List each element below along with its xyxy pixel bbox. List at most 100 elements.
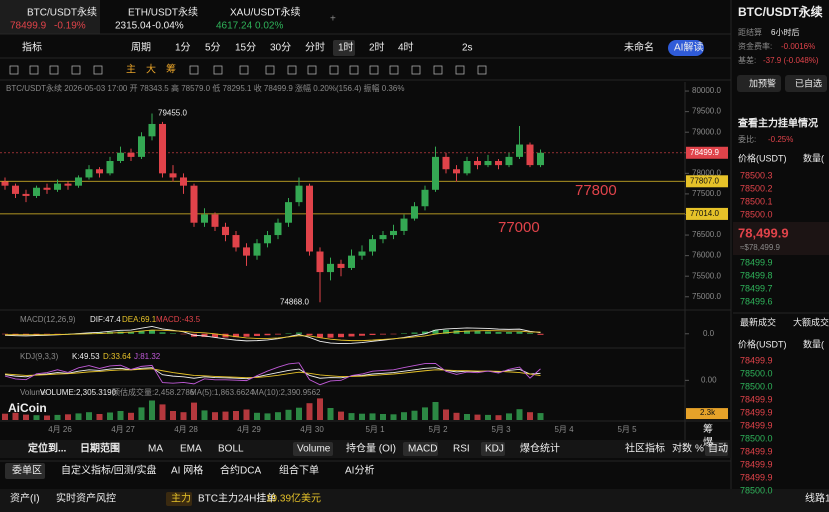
tool-icon[interactable] [329,65,339,75]
locate[interactable]: 定位到... [28,442,67,455]
low-label: 74868.0 [280,297,309,306]
tool-icon[interactable] [189,65,199,75]
tool-icon[interactable] [349,65,359,75]
auto-toggle[interactable]: 自动 [708,442,728,455]
trades-tab[interactable]: 最新成交 [740,316,776,327]
side-tag[interactable]: 爆 [703,437,713,449]
tab-name[interactable]: XAU/USDT永续 [230,6,301,19]
volume-bar [275,412,281,420]
tab-change: -0.04% [152,21,184,32]
tool-icon[interactable] [49,65,59,75]
tool-icon[interactable] [93,65,103,75]
volume-bar [432,402,439,420]
tool-icon[interactable] [389,65,399,75]
volume-bar [327,408,334,420]
draw-tool[interactable]: 筹 [166,63,176,76]
volume-info: MA(10):2,390.9562 [252,388,321,397]
log-toggle[interactable]: 对数 [672,442,692,455]
tool-icon[interactable] [265,65,275,75]
depth-title[interactable]: 查看主力挂单情况 [737,117,818,130]
interval[interactable]: 1分 [175,42,191,54]
indicator-toggle[interactable]: 持仓量 (OI) [346,442,396,455]
tool-icon[interactable] [455,65,465,75]
ai-button-bg[interactable] [668,40,704,56]
date-range[interactable]: 日期范围 [80,442,120,455]
indicator-toggle[interactable]: MACD [408,444,437,455]
indicator-toggle[interactable]: 爆仓统计 [520,442,560,455]
tool-icon[interactable] [71,65,81,75]
ai-button[interactable]: AI解读 [674,41,703,54]
macd-bar [380,333,386,335]
interval[interactable]: 1时 [338,42,354,54]
indicator-toggle[interactable]: KDJ [485,444,504,455]
interval[interactable]: 5分 [205,42,221,54]
indicator-toggle[interactable]: RSI [453,444,470,455]
alert-button[interactable]: 加预警 [749,77,776,88]
panel-tab[interactable]: 合约DCA [220,464,261,477]
favorite-button[interactable]: 已自选 [795,77,822,88]
draw-tool[interactable]: 大 [146,63,156,76]
trade-price: 78499.9 [740,472,773,482]
tool-icon[interactable] [369,65,379,75]
tool-icon[interactable] [411,65,421,75]
trade-price: 78500.0 [740,433,773,443]
period-button[interactable]: 周期 [131,42,151,54]
volume-bar [96,414,103,420]
tool-icon[interactable] [9,65,19,75]
panel-tab[interactable]: 委单区 [12,464,42,477]
volume-bar [128,412,134,420]
percent-toggle[interactable]: % [695,444,704,455]
indicator-toggle[interactable]: BOLL [218,444,244,455]
large-trades-tab[interactable]: 大额成交 [793,316,829,327]
qty-head: 数量( [803,338,824,349]
interval[interactable]: 15分 [235,42,256,54]
trade-price: 78500.0 [740,485,773,495]
price-head: 价格(USDT) [738,152,787,163]
candle-body [474,160,481,166]
tool-icon[interactable] [29,65,39,75]
macd-bar [180,333,187,335]
community-indicators[interactable]: 社区指标 [625,442,665,455]
panel-tab[interactable]: 组合下单 [279,464,319,477]
tool-icon[interactable] [307,65,317,75]
interval[interactable]: 30分 [270,42,291,54]
interval[interactable]: 2时 [369,42,385,54]
refresh[interactable]: 2s [462,43,473,54]
active-tab[interactable] [0,0,100,34]
indicators-button[interactable]: 指标 [22,41,42,54]
indicator-toggle[interactable]: EMA [180,444,202,455]
volume-info: 预估成交量:2,458.2786 [112,387,195,397]
panel-tab[interactable]: AI分析 [345,464,374,477]
assets[interactable]: 资产(Ⅰ) [10,492,40,505]
panel-tab[interactable]: AI 网格 [171,464,203,477]
candle-body [159,123,166,174]
indicator-toggle[interactable]: MA [148,444,163,455]
tool-icon[interactable] [287,65,297,75]
side-tag[interactable]: 筹 [703,423,713,436]
tool-icon[interactable] [213,65,223,75]
indicator-toggle[interactable]: Volume [297,444,331,455]
tool-icon[interactable] [239,65,249,75]
volume-bar [149,400,155,420]
dea-line [5,329,541,342]
settle-time: 6小时后 [771,27,799,37]
add-tab[interactable]: + [330,14,336,25]
interval[interactable]: 4时 [398,42,414,54]
tab-name[interactable]: ETH/USDT永续 [128,6,198,19]
interval[interactable]: 分时 [305,42,325,54]
alert-bg[interactable] [737,75,781,92]
tool-icon[interactable] [433,65,443,75]
tab-name[interactable]: BTC/USDT永续 [27,6,97,19]
layout-name[interactable]: 未命名 [624,41,654,54]
annotation: 77000 [498,219,540,236]
panel-tab[interactable]: 自定义指标/回测/实盘 [61,464,157,477]
favorite-bg[interactable] [785,75,827,92]
candle-body [222,226,229,236]
volume-bar [233,411,239,420]
tool-icon[interactable] [477,65,487,75]
draw-tool[interactable]: 主 [126,64,136,76]
tab-change: 0.02% [255,21,283,32]
d-line [4,368,541,379]
ask-price: 78500.0 [740,209,773,219]
risk[interactable]: 实时资产风控 [56,492,116,505]
